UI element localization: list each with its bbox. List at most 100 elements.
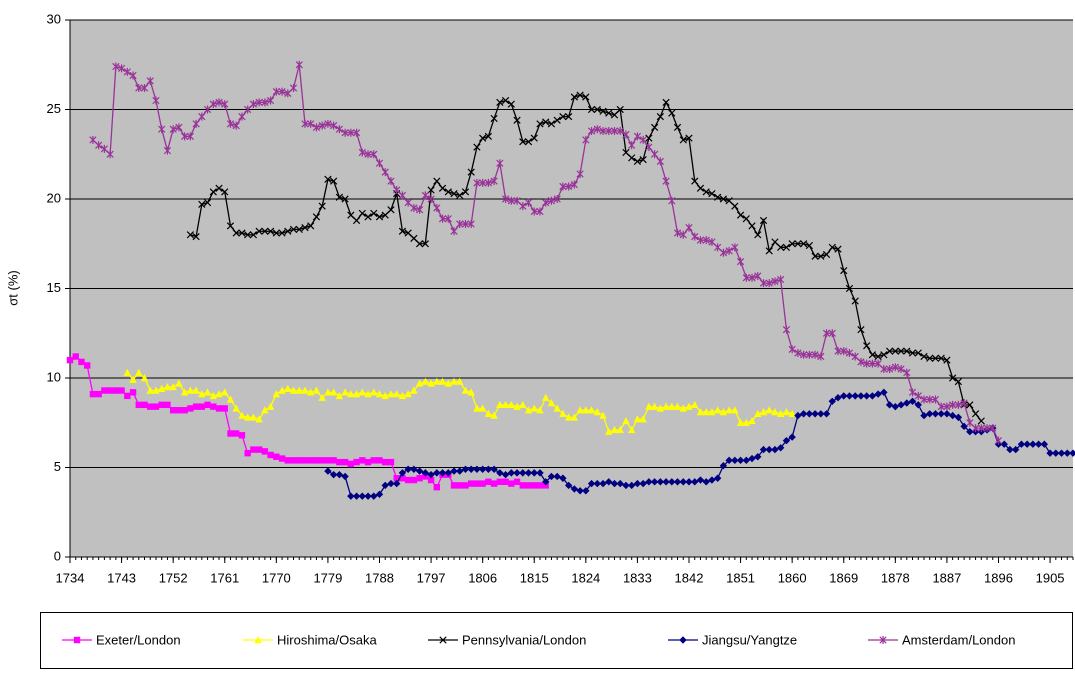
x-tick-label: 1752 — [159, 570, 188, 585]
marker — [513, 196, 521, 205]
marker — [140, 84, 149, 93]
marker — [238, 229, 246, 237]
marker — [708, 190, 716, 198]
marker — [1063, 449, 1071, 457]
marker — [885, 365, 894, 374]
marker — [468, 480, 475, 487]
marker — [341, 472, 349, 481]
marker — [335, 470, 344, 479]
marker — [885, 401, 894, 409]
marker — [296, 457, 303, 464]
marker — [324, 175, 332, 183]
marker — [840, 347, 848, 356]
marker — [714, 243, 722, 252]
marker — [903, 347, 911, 355]
marker — [736, 211, 745, 219]
marker — [232, 404, 240, 412]
marker — [1040, 440, 1049, 448]
marker — [1006, 445, 1014, 454]
marker — [908, 388, 917, 397]
marker — [335, 193, 344, 201]
marker — [244, 449, 251, 457]
marker — [112, 62, 120, 71]
marker — [628, 154, 636, 162]
marker — [232, 229, 240, 237]
marker — [507, 100, 515, 108]
marker — [714, 193, 722, 201]
marker — [857, 326, 865, 334]
marker — [673, 123, 682, 132]
marker — [765, 445, 773, 454]
marker — [868, 359, 877, 368]
marker — [295, 225, 303, 234]
marker — [501, 470, 510, 479]
marker — [266, 96, 275, 105]
y-axis-label: σt (%) — [5, 270, 20, 305]
marker — [479, 134, 487, 142]
marker — [966, 418, 974, 427]
marker — [307, 119, 315, 128]
marker — [312, 123, 321, 132]
marker — [381, 211, 389, 219]
marker — [203, 105, 212, 114]
marker — [610, 425, 619, 434]
marker — [192, 403, 200, 410]
marker — [164, 401, 171, 409]
marker — [570, 413, 579, 421]
marker — [536, 482, 544, 489]
marker — [398, 227, 407, 235]
marker — [398, 469, 407, 477]
marker — [966, 401, 974, 409]
marker — [421, 377, 430, 385]
marker — [891, 363, 899, 372]
marker — [358, 388, 367, 396]
marker — [771, 445, 779, 454]
marker — [129, 375, 137, 383]
marker — [427, 476, 435, 484]
marker — [347, 390, 355, 398]
marker — [926, 395, 934, 404]
marker — [742, 273, 750, 282]
marker — [593, 125, 601, 134]
marker — [799, 240, 808, 248]
marker — [461, 220, 470, 229]
marker — [273, 453, 280, 460]
marker — [341, 128, 349, 137]
marker — [347, 211, 355, 219]
marker — [805, 410, 814, 418]
marker — [610, 126, 619, 135]
marker — [742, 215, 750, 223]
marker — [897, 347, 905, 355]
marker — [147, 403, 154, 410]
marker — [719, 462, 728, 470]
marker — [416, 475, 423, 482]
marker — [530, 207, 538, 216]
marker — [364, 492, 372, 500]
marker — [163, 146, 172, 155]
marker — [931, 395, 940, 404]
marker — [410, 386, 418, 394]
marker — [261, 227, 269, 235]
marker — [524, 469, 533, 477]
marker — [811, 252, 819, 260]
marker — [375, 490, 384, 499]
marker — [862, 392, 871, 400]
marker — [874, 352, 882, 361]
marker — [530, 469, 538, 477]
marker — [152, 386, 160, 394]
marker — [811, 350, 819, 359]
marker — [685, 402, 693, 410]
marker — [410, 203, 418, 212]
marker — [381, 391, 389, 400]
x-tick-label: 1905 — [1036, 570, 1065, 585]
marker — [736, 257, 745, 266]
marker — [662, 478, 670, 486]
marker — [926, 354, 934, 362]
marker — [874, 359, 882, 368]
marker — [645, 478, 653, 486]
marker — [266, 402, 275, 410]
x-tick-label: 1842 — [675, 570, 704, 585]
marker — [215, 98, 223, 107]
marker — [427, 186, 435, 194]
marker — [341, 458, 349, 466]
